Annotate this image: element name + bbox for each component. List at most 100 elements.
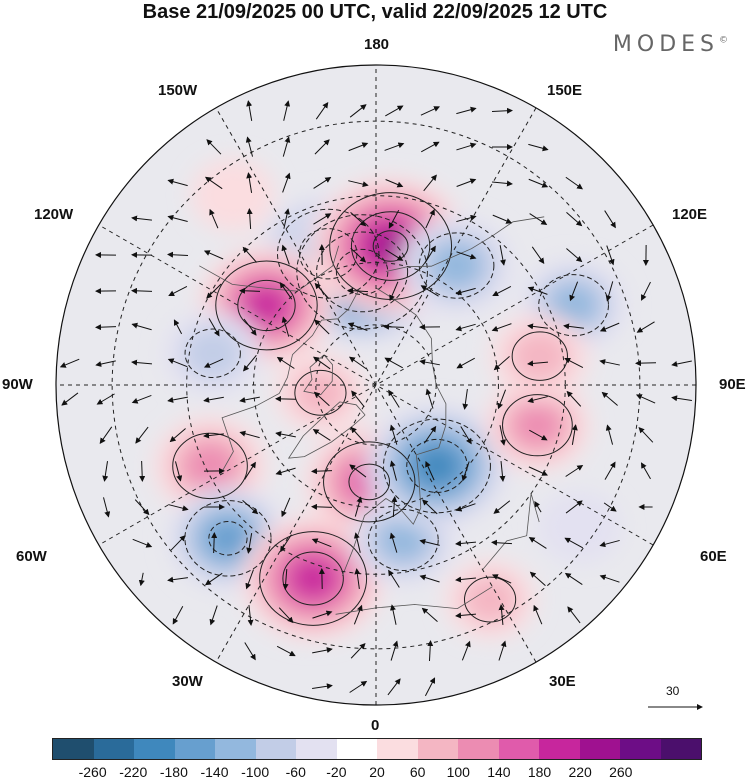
wind-vector [563, 323, 584, 330]
wind-vector [311, 503, 333, 510]
wind-vector [424, 245, 436, 264]
wind-vector [419, 538, 440, 546]
wind-vector [243, 354, 257, 372]
contour-line [418, 232, 495, 299]
wind-vector [455, 287, 476, 296]
wind-vector [499, 245, 506, 266]
lon-label-30w: 30W [172, 673, 203, 690]
wind-vector [527, 396, 548, 404]
wind-vector [529, 429, 548, 441]
wind-vector [242, 246, 258, 263]
wind-vector [389, 460, 398, 481]
wind-vector [423, 174, 437, 192]
wind-vector [462, 389, 469, 410]
anomaly-blob [182, 326, 244, 380]
wind-vector [282, 568, 289, 590]
wind-vector [174, 461, 183, 482]
colorbar-swatch [336, 739, 377, 759]
lon-label-120w: 120W [34, 206, 74, 223]
wind-vector [671, 360, 692, 367]
wind-vector [421, 607, 438, 623]
lon-label-150w: 150W [158, 82, 198, 99]
wind-vector [419, 359, 440, 366]
wind-vector [456, 214, 477, 223]
wind-vector [599, 574, 620, 583]
wind-vector [385, 249, 404, 261]
wind-vector [641, 281, 651, 301]
wind-vector [456, 142, 477, 151]
graticule-layer [56, 65, 696, 705]
wind-vector [497, 389, 507, 410]
wind-vector [211, 532, 218, 554]
wind-vector [493, 356, 510, 371]
lon-label-60e: 60E [700, 548, 727, 565]
wind-vector [167, 396, 188, 403]
colorbar-tick-label: -100 [241, 764, 270, 780]
anomaly-blob [184, 444, 236, 488]
wind-vector [420, 141, 440, 153]
wind-vector [424, 677, 436, 697]
wind-vector [206, 283, 222, 299]
wind-vector [135, 426, 149, 444]
contour-line [323, 441, 416, 523]
wind-vector [638, 426, 654, 443]
wind-vector [455, 503, 476, 512]
wind-vector [246, 100, 253, 121]
wind-vector [139, 460, 146, 482]
wind-vector [313, 356, 331, 370]
wind-vector [388, 569, 400, 588]
lon-label-60w: 60W [16, 548, 47, 565]
wind-vector [279, 281, 293, 300]
wind-vector [103, 497, 111, 518]
colorbar-swatch [579, 739, 620, 759]
wind-vector [243, 318, 257, 336]
anomaly-blob [247, 288, 286, 323]
wind-vector [565, 176, 583, 190]
wind-vector [425, 388, 434, 409]
wind-vector [167, 251, 189, 258]
wind-vector [640, 462, 651, 480]
brand-text: MODES [612, 32, 719, 57]
wind-vector [605, 424, 614, 445]
lon-label-90w: 90W [2, 376, 33, 393]
wind-vector [204, 176, 223, 190]
wind-vector [170, 535, 186, 551]
colorbar-tick-label: 180 [527, 764, 552, 780]
wind-vector [456, 357, 475, 369]
anomaly-blob [509, 329, 571, 383]
wind-vector [102, 461, 109, 482]
wind-vector [131, 215, 152, 222]
anomaly-blob [190, 158, 275, 232]
wind-vector [246, 172, 253, 193]
wind-vector [172, 605, 184, 625]
wind-vector [566, 212, 583, 227]
colorbar-swatch [134, 739, 175, 759]
wind-vector [275, 467, 296, 476]
wind-vector [173, 319, 183, 335]
contour-line [382, 418, 491, 514]
wind-vector [531, 246, 545, 265]
wind-vector [671, 395, 692, 402]
wind-vector [206, 139, 222, 155]
wind-vector [348, 180, 369, 188]
wind-vector [138, 572, 145, 587]
contour-line [296, 214, 428, 330]
wind-vector [499, 460, 506, 482]
wind-vector [385, 105, 404, 117]
wind-vector [283, 100, 291, 121]
wind-vector [351, 390, 365, 408]
wind-vector [354, 568, 361, 589]
colorbar-tick-label: 260 [609, 764, 633, 780]
wind-vector [389, 532, 398, 553]
wind-vector [168, 286, 188, 296]
wind-vector [246, 208, 253, 230]
lon-label-90e: 90E [719, 376, 746, 393]
lon-label-30e: 30E [549, 673, 576, 690]
wind-vector [636, 321, 655, 333]
wind-vector [567, 606, 581, 624]
colorbar-swatch [93, 739, 134, 759]
wind-vector [385, 179, 404, 188]
wind-vector-layer [59, 100, 692, 697]
wind-vector [423, 425, 437, 444]
wind-vector [350, 211, 367, 227]
